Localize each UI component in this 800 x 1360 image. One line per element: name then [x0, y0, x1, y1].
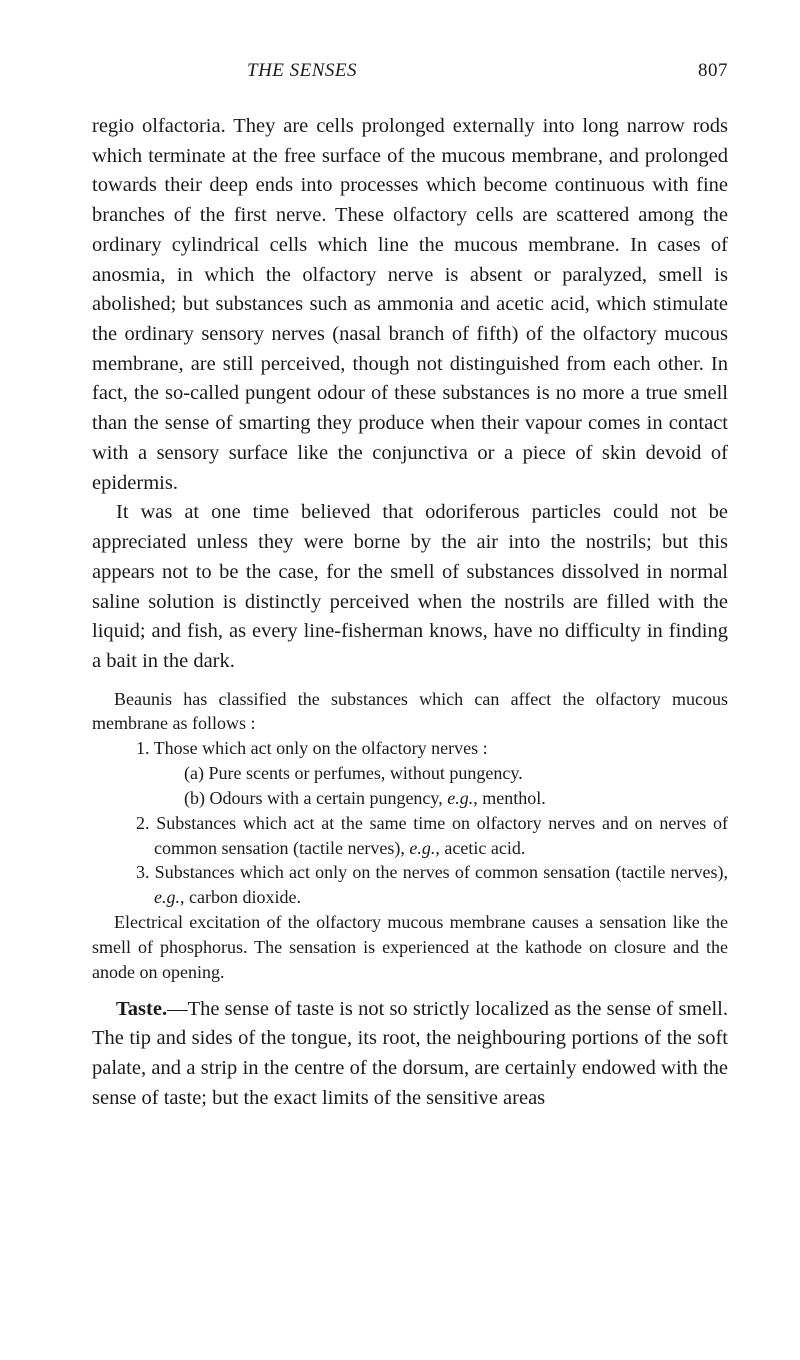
list-item-1a: (a) Pure scents or perfumes, without pun…: [202, 761, 728, 786]
item-3-eg: e.g.: [154, 887, 180, 907]
item-1a-text: (a) Pure scents or perfumes, without pun…: [184, 763, 523, 783]
taste-body: —The sense of taste is not so strictly l…: [92, 998, 728, 1109]
main-body: regio olfactoria. They are cells prolong…: [92, 112, 728, 677]
item-1b-pre: (b) Odours with a certain pungency,: [184, 788, 447, 808]
classification-intro: Beaunis has classified the substances wh…: [92, 687, 728, 737]
item-1b-post: , menthol.: [473, 788, 546, 808]
classification-block: Beaunis has classified the substances wh…: [92, 687, 728, 985]
book-page: THE SENSES 807 regio olfactoria. They ar…: [0, 0, 800, 1163]
paragraph-1: regio olfactoria. They are cells prolong…: [92, 112, 728, 498]
list-item-2: 2. Substances which act at the same time…: [154, 811, 728, 861]
item-1b-eg: e.g.: [447, 788, 473, 808]
paragraph-2: It was at one time believed that odorife…: [92, 498, 728, 676]
list-item-1: 1. Those which act only on the olfactory…: [154, 736, 728, 761]
item-3-pre: 3. Substances which act only on the nerv…: [136, 862, 728, 882]
page-number: 807: [698, 60, 728, 82]
header-title: THE SENSES: [247, 60, 357, 82]
item-2-eg: e.g.: [409, 838, 435, 858]
running-header: THE SENSES 807: [92, 60, 728, 82]
spacer: [92, 985, 728, 995]
taste-section: Taste.—The sense of taste is not so stri…: [92, 995, 728, 1114]
item-2-post: , acetic acid.: [435, 838, 525, 858]
classification-close: Electrical excitation of the olfactory m…: [92, 910, 728, 984]
list-item-3: 3. Substances which act only on the nerv…: [154, 860, 728, 910]
taste-heading: Taste.: [116, 998, 167, 1020]
item-3-post: , carbon dioxide.: [180, 887, 301, 907]
taste-paragraph: Taste.—The sense of taste is not so stri…: [92, 995, 728, 1114]
list-item-1b: (b) Odours with a certain pungency, e.g.…: [202, 786, 728, 811]
